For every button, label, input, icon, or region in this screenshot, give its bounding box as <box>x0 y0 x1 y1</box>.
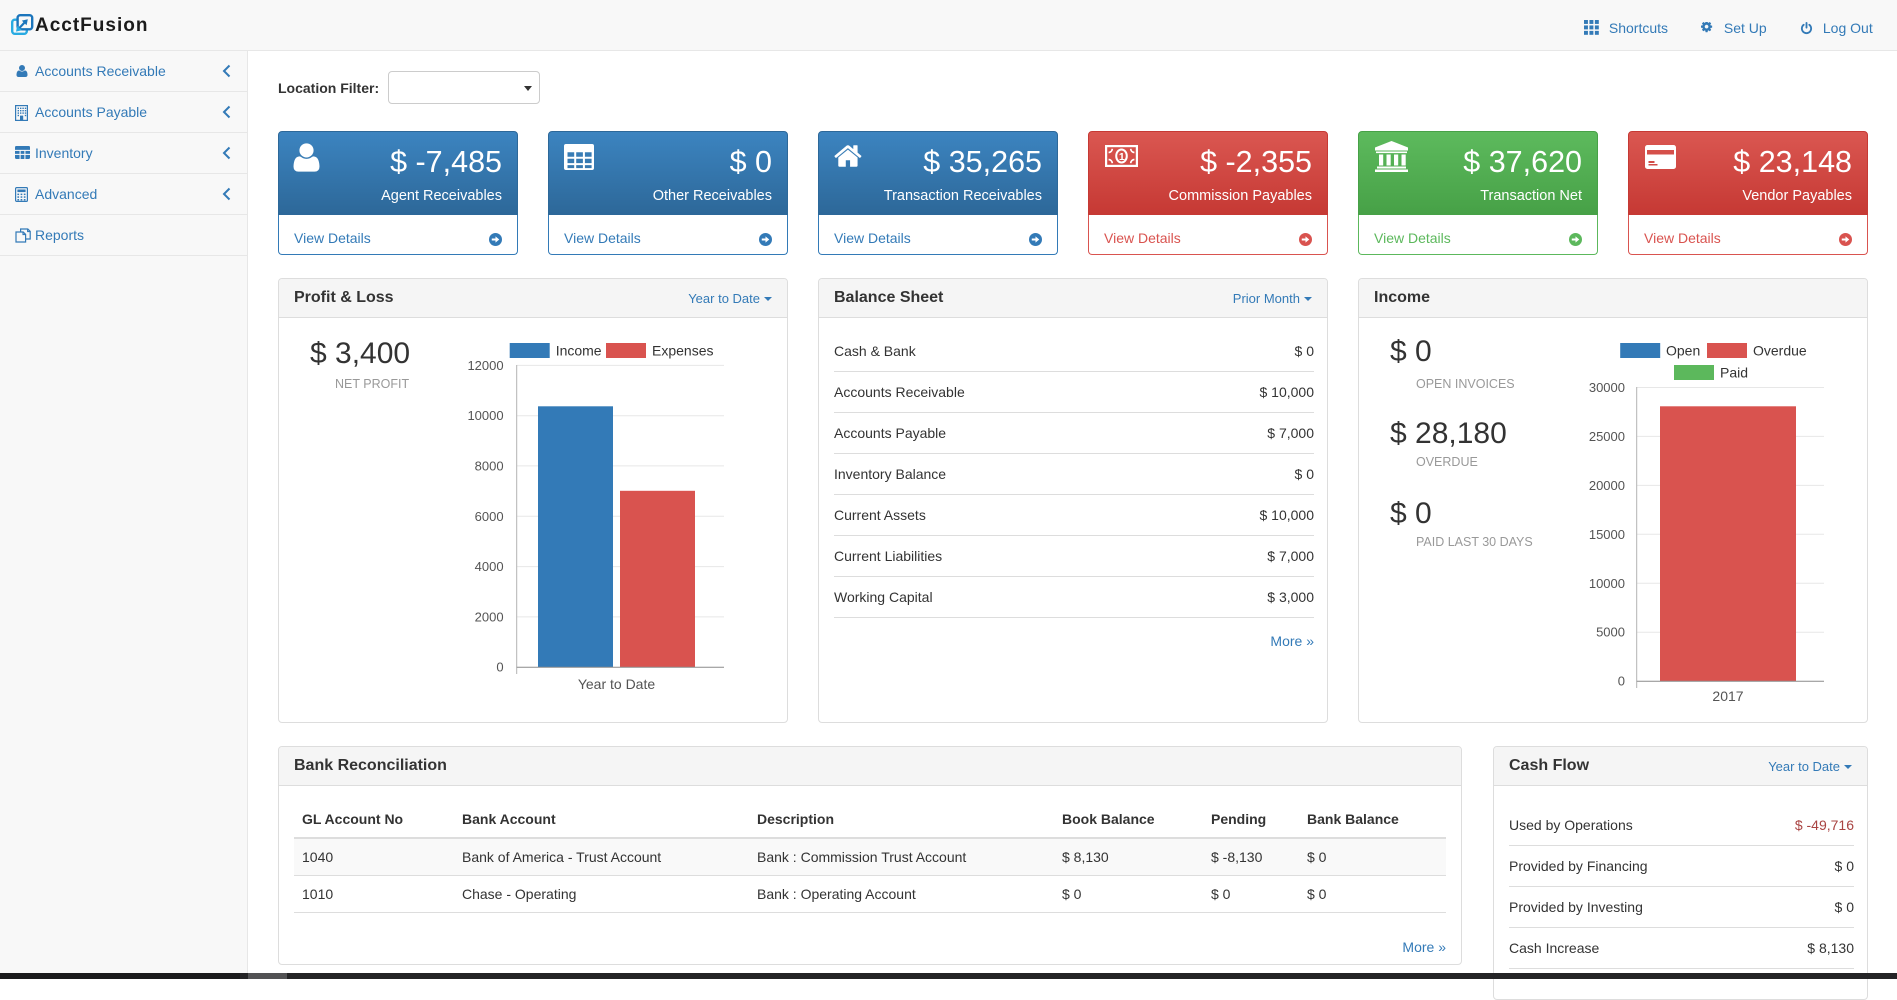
svg-text:Expenses: Expenses <box>652 343 713 359</box>
svg-text:4000: 4000 <box>475 559 504 574</box>
svg-text:10000: 10000 <box>467 408 503 423</box>
svg-text:30000: 30000 <box>1589 380 1625 395</box>
svg-text:Year to Date: Year to Date <box>578 676 656 692</box>
svg-text:Overdue: Overdue <box>1753 343 1807 359</box>
svg-text:6000: 6000 <box>475 509 504 524</box>
svg-text:Paid: Paid <box>1720 365 1748 381</box>
svg-text:25000: 25000 <box>1589 429 1625 444</box>
svg-text:1: 1 <box>1119 151 1125 163</box>
svg-text:10000: 10000 <box>1589 576 1625 591</box>
svg-text:12000: 12000 <box>467 358 503 373</box>
svg-text:15000: 15000 <box>1589 527 1625 542</box>
svg-text:20000: 20000 <box>1589 478 1625 493</box>
svg-text:0: 0 <box>1618 674 1625 689</box>
svg-text:8000: 8000 <box>475 458 504 473</box>
svg-text:0: 0 <box>496 660 503 675</box>
svg-text:2000: 2000 <box>475 609 504 624</box>
svg-text:5000: 5000 <box>1596 625 1625 640</box>
svg-text:Income: Income <box>556 343 602 359</box>
svg-text:2017: 2017 <box>1712 688 1743 704</box>
svg-text:Open: Open <box>1666 343 1700 359</box>
